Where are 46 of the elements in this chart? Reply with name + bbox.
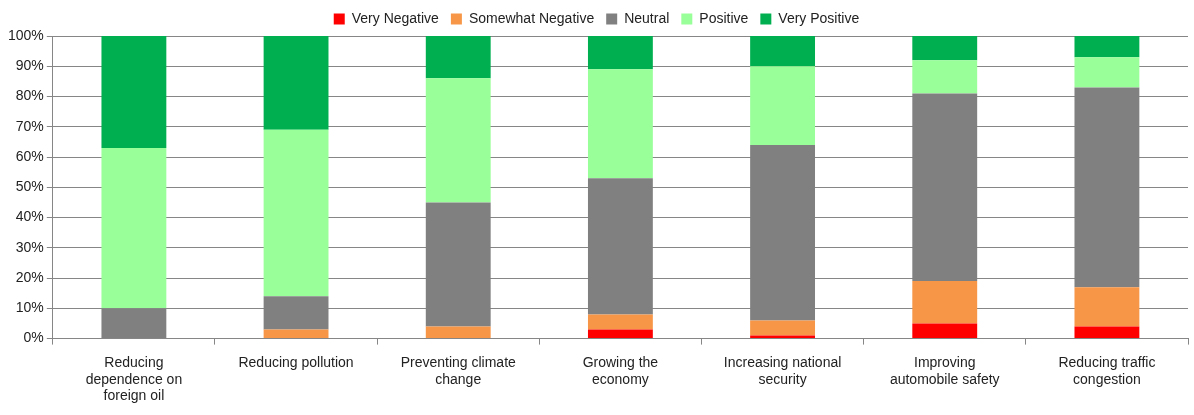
x-tick-label: Reducing traffic congestion [1058,353,1156,387]
x-tick-label: Improving automobile safety [889,353,1000,387]
bar [263,36,329,130]
legend-label: Somewhat Negative [468,9,595,26]
y-tick-label: 60% [15,147,44,164]
bar [425,326,491,339]
bar [263,329,329,339]
legend-label: Very Negative [351,9,440,26]
legend-label: Very Positive [778,9,860,26]
y-tick-label: 100% [7,26,44,43]
legend-label: Neutral [624,9,670,26]
bar [1074,57,1140,88]
x-tick-label: Growing the economy [582,353,659,387]
y-tick-label: 20% [15,268,44,285]
bar [912,323,978,339]
bar [425,36,491,79]
y-tick-label: 0% [23,329,44,346]
bar [425,78,491,203]
bar [1074,36,1140,58]
bar [1074,326,1140,339]
bar [587,69,653,179]
bar [1074,287,1140,327]
y-tick-label: 70% [15,117,44,134]
bar [101,147,167,309]
x-tick-label: Reducing pollution [238,353,354,370]
bar [912,281,978,324]
y-tick-label: 80% [15,87,44,104]
legend-label: Positive [699,9,749,26]
bar [750,320,816,336]
y-tick-label: 30% [15,238,44,255]
bar [587,314,653,330]
bar [587,329,653,339]
y-tick-label: 40% [15,208,44,225]
x-tick-label: Preventing climate change [400,353,517,387]
y-tick-label: 10% [15,299,44,316]
bar [912,60,978,94]
bar [263,129,329,297]
x-tick-label: Reducing dependence on foreign oil [85,353,183,404]
x-tick-label: Increasing national security [723,353,842,387]
bar [912,36,978,61]
y-tick-label: 50% [15,178,44,195]
bar [750,36,816,67]
bar [750,66,816,145]
y-tick-label: 90% [15,57,44,74]
bar [101,36,167,148]
bar [587,36,653,70]
